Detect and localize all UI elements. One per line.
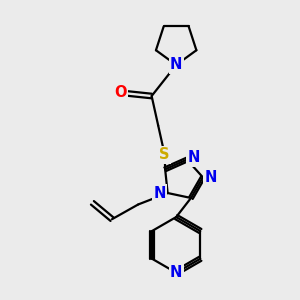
Text: N: N — [205, 170, 217, 185]
Text: N: N — [188, 151, 200, 166]
Text: N: N — [170, 57, 182, 72]
Text: O: O — [114, 85, 127, 100]
Text: N: N — [154, 185, 166, 200]
Text: N: N — [170, 265, 182, 280]
Text: S: S — [160, 147, 170, 162]
